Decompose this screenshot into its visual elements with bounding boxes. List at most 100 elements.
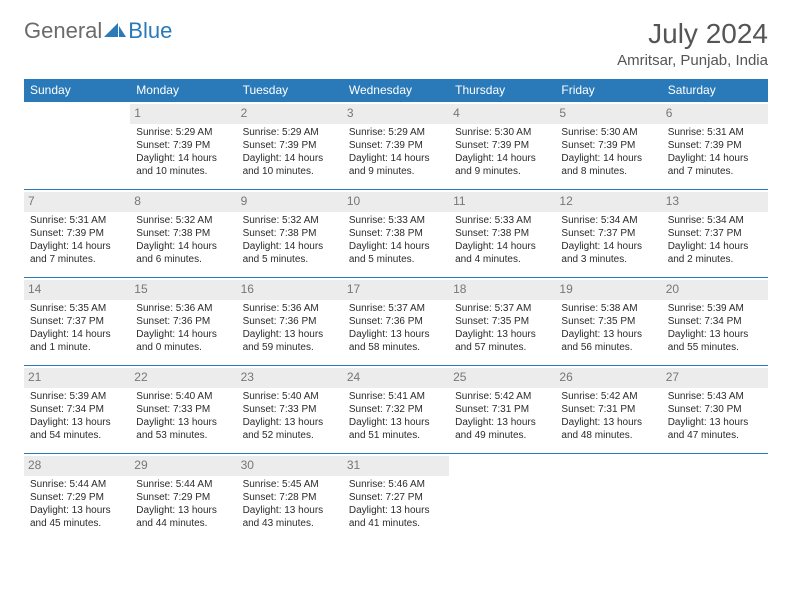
calendar-day: 19Sunrise: 5:38 AMSunset: 7:35 PMDayligh…: [555, 278, 661, 366]
title-block: July 2024 Amritsar, Punjab, India: [617, 18, 768, 69]
calendar-day: 10Sunrise: 5:33 AMSunset: 7:38 PMDayligh…: [343, 190, 449, 278]
day-info: Sunrise: 5:36 AMSunset: 7:36 PMDaylight:…: [241, 302, 339, 354]
weekday-header-row: SundayMondayTuesdayWednesdayThursdayFrid…: [24, 79, 768, 102]
calendar-day: 14Sunrise: 5:35 AMSunset: 7:37 PMDayligh…: [24, 278, 130, 366]
day-number: 5: [555, 104, 661, 124]
calendar-day: 26Sunrise: 5:42 AMSunset: 7:31 PMDayligh…: [555, 366, 661, 454]
day-info: Sunrise: 5:29 AMSunset: 7:39 PMDaylight:…: [347, 126, 445, 178]
day-number: 13: [662, 192, 768, 212]
header: General Blue July 2024 Amritsar, Punjab,…: [24, 18, 768, 69]
day-number: 14: [24, 280, 130, 300]
day-number: 20: [662, 280, 768, 300]
day-info: Sunrise: 5:44 AMSunset: 7:29 PMDaylight:…: [134, 478, 232, 530]
day-info: Sunrise: 5:32 AMSunset: 7:38 PMDaylight:…: [241, 214, 339, 266]
day-number: 25: [449, 368, 555, 388]
day-info: Sunrise: 5:34 AMSunset: 7:37 PMDaylight:…: [666, 214, 764, 266]
weekday-header: Monday: [130, 79, 236, 102]
day-number: 11: [449, 192, 555, 212]
calendar-empty: [555, 454, 661, 542]
weekday-header: Friday: [555, 79, 661, 102]
day-info: Sunrise: 5:35 AMSunset: 7:37 PMDaylight:…: [28, 302, 126, 354]
calendar-day: 6Sunrise: 5:31 AMSunset: 7:39 PMDaylight…: [662, 102, 768, 190]
day-number: 16: [237, 280, 343, 300]
weekday-header: Thursday: [449, 79, 555, 102]
day-number: 7: [24, 192, 130, 212]
day-info: Sunrise: 5:39 AMSunset: 7:34 PMDaylight:…: [28, 390, 126, 442]
day-info: Sunrise: 5:37 AMSunset: 7:36 PMDaylight:…: [347, 302, 445, 354]
calendar-day: 13Sunrise: 5:34 AMSunset: 7:37 PMDayligh…: [662, 190, 768, 278]
day-info: Sunrise: 5:40 AMSunset: 7:33 PMDaylight:…: [241, 390, 339, 442]
day-info: Sunrise: 5:31 AMSunset: 7:39 PMDaylight:…: [666, 126, 764, 178]
calendar-day: 1Sunrise: 5:29 AMSunset: 7:39 PMDaylight…: [130, 102, 236, 190]
day-number: 30: [237, 456, 343, 476]
day-info: Sunrise: 5:37 AMSunset: 7:35 PMDaylight:…: [453, 302, 551, 354]
day-number: 8: [130, 192, 236, 212]
day-number: 1: [130, 104, 236, 124]
calendar-row: 7Sunrise: 5:31 AMSunset: 7:39 PMDaylight…: [24, 190, 768, 278]
day-info: Sunrise: 5:31 AMSunset: 7:39 PMDaylight:…: [28, 214, 126, 266]
day-number: 24: [343, 368, 449, 388]
logo-text-1: General: [24, 18, 102, 44]
calendar-row: 28Sunrise: 5:44 AMSunset: 7:29 PMDayligh…: [24, 454, 768, 542]
day-info: Sunrise: 5:42 AMSunset: 7:31 PMDaylight:…: [559, 390, 657, 442]
calendar-row: 14Sunrise: 5:35 AMSunset: 7:37 PMDayligh…: [24, 278, 768, 366]
calendar-empty: [449, 454, 555, 542]
day-info: Sunrise: 5:33 AMSunset: 7:38 PMDaylight:…: [453, 214, 551, 266]
day-number: 3: [343, 104, 449, 124]
calendar-day: 28Sunrise: 5:44 AMSunset: 7:29 PMDayligh…: [24, 454, 130, 542]
day-info: Sunrise: 5:30 AMSunset: 7:39 PMDaylight:…: [453, 126, 551, 178]
day-info: Sunrise: 5:29 AMSunset: 7:39 PMDaylight:…: [134, 126, 232, 178]
calendar-day: 9Sunrise: 5:32 AMSunset: 7:38 PMDaylight…: [237, 190, 343, 278]
calendar-table: SundayMondayTuesdayWednesdayThursdayFrid…: [24, 79, 768, 542]
calendar-row: 1Sunrise: 5:29 AMSunset: 7:39 PMDaylight…: [24, 102, 768, 190]
calendar-day: 20Sunrise: 5:39 AMSunset: 7:34 PMDayligh…: [662, 278, 768, 366]
calendar-day: 8Sunrise: 5:32 AMSunset: 7:38 PMDaylight…: [130, 190, 236, 278]
day-number: 22: [130, 368, 236, 388]
day-number: 15: [130, 280, 236, 300]
calendar-day: 22Sunrise: 5:40 AMSunset: 7:33 PMDayligh…: [130, 366, 236, 454]
day-number: 12: [555, 192, 661, 212]
day-number: 2: [237, 104, 343, 124]
calendar-day: 17Sunrise: 5:37 AMSunset: 7:36 PMDayligh…: [343, 278, 449, 366]
day-info: Sunrise: 5:46 AMSunset: 7:27 PMDaylight:…: [347, 478, 445, 530]
calendar-day: 25Sunrise: 5:42 AMSunset: 7:31 PMDayligh…: [449, 366, 555, 454]
day-number: 26: [555, 368, 661, 388]
logo: General Blue: [24, 18, 172, 44]
calendar-day: 31Sunrise: 5:46 AMSunset: 7:27 PMDayligh…: [343, 454, 449, 542]
logo-text-2: Blue: [128, 18, 172, 44]
calendar-empty: [24, 102, 130, 190]
day-info: Sunrise: 5:33 AMSunset: 7:38 PMDaylight:…: [347, 214, 445, 266]
calendar-day: 18Sunrise: 5:37 AMSunset: 7:35 PMDayligh…: [449, 278, 555, 366]
calendar-day: 3Sunrise: 5:29 AMSunset: 7:39 PMDaylight…: [343, 102, 449, 190]
day-number: 17: [343, 280, 449, 300]
day-info: Sunrise: 5:29 AMSunset: 7:39 PMDaylight:…: [241, 126, 339, 178]
day-info: Sunrise: 5:34 AMSunset: 7:37 PMDaylight:…: [559, 214, 657, 266]
calendar-day: 16Sunrise: 5:36 AMSunset: 7:36 PMDayligh…: [237, 278, 343, 366]
calendar-day: 12Sunrise: 5:34 AMSunset: 7:37 PMDayligh…: [555, 190, 661, 278]
calendar-day: 7Sunrise: 5:31 AMSunset: 7:39 PMDaylight…: [24, 190, 130, 278]
day-number: 21: [24, 368, 130, 388]
day-number: 23: [237, 368, 343, 388]
day-number: 4: [449, 104, 555, 124]
weekday-header: Sunday: [24, 79, 130, 102]
location: Amritsar, Punjab, India: [617, 52, 768, 69]
day-number: 19: [555, 280, 661, 300]
day-info: Sunrise: 5:32 AMSunset: 7:38 PMDaylight:…: [134, 214, 232, 266]
day-info: Sunrise: 5:30 AMSunset: 7:39 PMDaylight:…: [559, 126, 657, 178]
calendar-day: 30Sunrise: 5:45 AMSunset: 7:28 PMDayligh…: [237, 454, 343, 542]
day-number: 31: [343, 456, 449, 476]
day-info: Sunrise: 5:44 AMSunset: 7:29 PMDaylight:…: [28, 478, 126, 530]
day-number: 18: [449, 280, 555, 300]
calendar-empty: [662, 454, 768, 542]
day-info: Sunrise: 5:45 AMSunset: 7:28 PMDaylight:…: [241, 478, 339, 530]
weekday-header: Saturday: [662, 79, 768, 102]
day-info: Sunrise: 5:43 AMSunset: 7:30 PMDaylight:…: [666, 390, 764, 442]
day-number: 28: [24, 456, 130, 476]
calendar-day: 24Sunrise: 5:41 AMSunset: 7:32 PMDayligh…: [343, 366, 449, 454]
calendar-day: 27Sunrise: 5:43 AMSunset: 7:30 PMDayligh…: [662, 366, 768, 454]
day-info: Sunrise: 5:40 AMSunset: 7:33 PMDaylight:…: [134, 390, 232, 442]
calendar-day: 4Sunrise: 5:30 AMSunset: 7:39 PMDaylight…: [449, 102, 555, 190]
day-info: Sunrise: 5:42 AMSunset: 7:31 PMDaylight:…: [453, 390, 551, 442]
calendar-body: 1Sunrise: 5:29 AMSunset: 7:39 PMDaylight…: [24, 102, 768, 542]
day-number: 10: [343, 192, 449, 212]
